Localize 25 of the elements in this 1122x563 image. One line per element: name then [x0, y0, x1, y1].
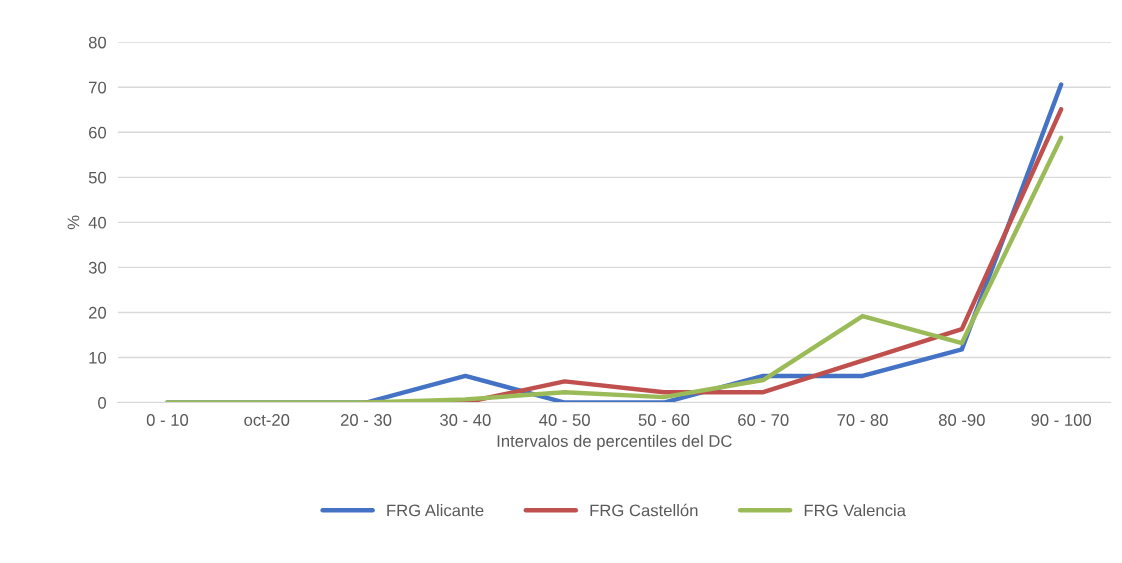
legend-label: FRG Castellón — [590, 503, 698, 517]
x-tick-label: oct-20 — [244, 414, 290, 426]
y-tick-label: 30 — [88, 261, 107, 274]
y-tick-label: 50 — [88, 171, 107, 184]
x-tick-label: 40 - 50 — [539, 414, 590, 426]
legend-label: FRG Alicante — [387, 504, 484, 517]
y-tick-label: 20 — [89, 306, 107, 319]
y-tick-label: 10 — [89, 351, 107, 364]
line-series — [165, 135, 1064, 403]
y-tick-label: 60 — [89, 126, 107, 139]
x-tick-label: 30 - 40 — [440, 414, 491, 426]
x-axis-title: Intervalos de percentiles del DC — [497, 434, 732, 451]
x-tick-label: 50 - 60 — [638, 414, 690, 426]
y-tick-label: 40 — [88, 216, 107, 229]
x-tick-label: 80 -90 — [938, 414, 985, 426]
x-tick-label: 20 - 30 — [340, 414, 392, 426]
y-tick-label: 70 — [89, 81, 107, 94]
y-tick-label: 0 — [98, 396, 107, 409]
y-tick-label: 80 — [88, 36, 107, 49]
x-tick-label: 60 - 70 — [738, 414, 789, 426]
x-tick-label: 0 - 10 — [146, 414, 189, 426]
x-tick-label: 70 - 80 — [837, 414, 888, 426]
y-axis-title: % — [67, 215, 80, 230]
x-tick-label: 90 - 100 — [1031, 414, 1092, 426]
legend-label: FRG Valencia — [804, 504, 906, 517]
